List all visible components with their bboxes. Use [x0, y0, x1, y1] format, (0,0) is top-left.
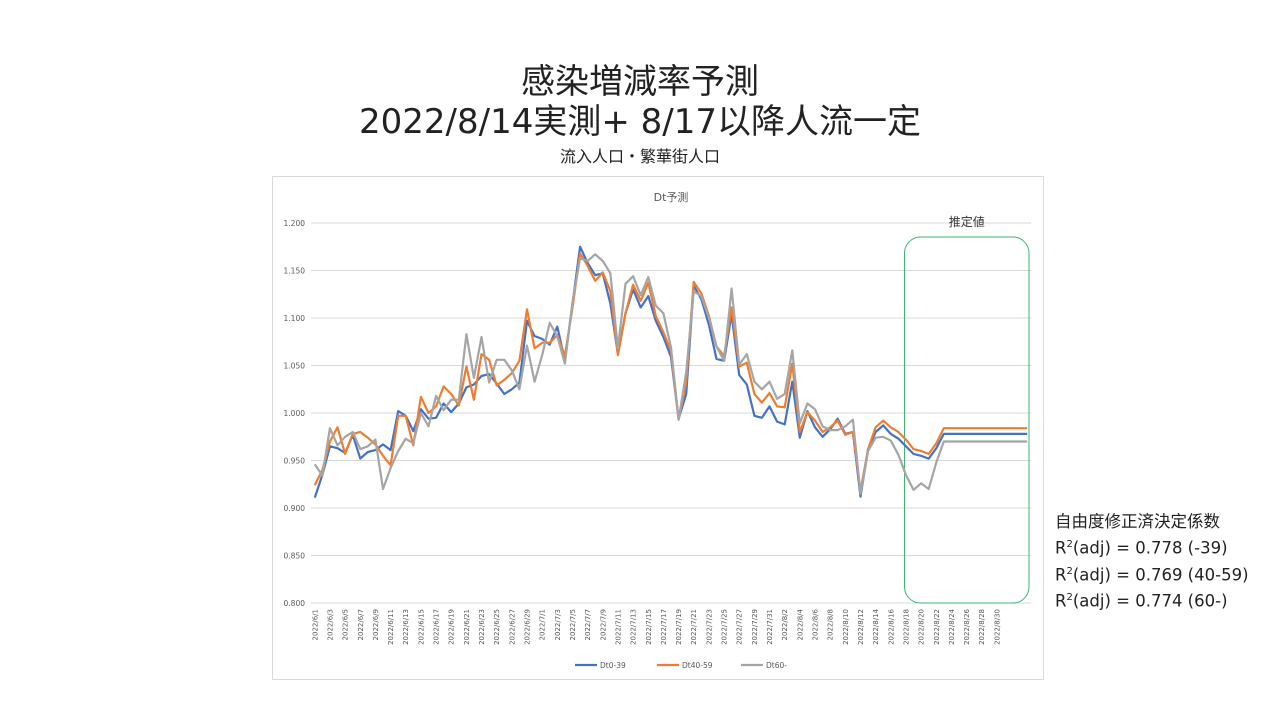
x-tick-label: 2022/6/23	[478, 609, 486, 645]
x-tick-label: 2022/7/23	[705, 609, 713, 645]
x-tick-label: 2022/6/13	[402, 609, 410, 645]
x-tick-label: 2022/7/15	[645, 609, 653, 645]
x-tick-label: 2022/7/1	[539, 609, 547, 640]
x-tick-label: 2022/8/4	[796, 608, 804, 640]
chart-title: Dt予測	[654, 190, 689, 204]
stat-line-1: R2(adj) = 0.778 (-39)	[1055, 538, 1228, 558]
x-tick-label: 2022/8/12	[857, 609, 865, 645]
x-tick-label: 2022/8/22	[933, 609, 941, 645]
x-tick-label: 2022/8/26	[963, 608, 971, 644]
x-tick-label: 2022/8/16	[887, 608, 895, 644]
x-tick-label: 2022/7/31	[766, 609, 774, 645]
y-tick-label: 0.950	[284, 457, 306, 466]
stat-line-2: R2(adj) = 0.769 (40-59)	[1055, 565, 1249, 584]
x-tick-label: 2022/6/29	[524, 609, 532, 645]
x-tick-label: 2022/8/28	[978, 609, 986, 645]
legend-label: Dt0-39	[600, 661, 626, 670]
stats-heading: 自由度修正済決定係数	[1055, 512, 1220, 531]
x-tick-label: 2022/6/9	[372, 609, 380, 640]
x-tick-label: 2022/6/11	[387, 609, 395, 645]
x-tick-label: 2022/8/6	[812, 608, 820, 640]
y-tick-label: 1.200	[284, 219, 306, 228]
y-tick-label: 0.800	[284, 599, 306, 608]
x-tick-label: 2022/8/14	[872, 608, 880, 644]
x-tick-label: 2022/6/15	[417, 609, 425, 645]
x-tick-label: 2022/6/17	[433, 609, 441, 645]
stat-line-3: R2(adj) = 0.774 (60-)	[1055, 591, 1228, 611]
estimate-region	[904, 236, 1030, 604]
x-tick-label: 2022/7/5	[569, 609, 577, 640]
x-tick-label: 2022/7/19	[675, 609, 683, 645]
x-tick-label: 2022/8/20	[918, 609, 926, 645]
x-tick-label: 2022/7/17	[660, 609, 668, 645]
x-tick-label: 2022/6/5	[342, 609, 350, 640]
page-title-line2: 2022/8/14実測+ 8/17以降人流一定	[359, 102, 921, 142]
x-tick-label: 2022/6/25	[493, 609, 501, 645]
y-tick-label: 0.850	[284, 552, 306, 561]
x-tick-label: 2022/6/27	[508, 609, 516, 645]
x-tick-label: 2022/8/30	[993, 609, 1001, 645]
y-tick-label: 1.100	[284, 314, 306, 323]
x-tick-label: 2022/8/18	[902, 609, 910, 645]
x-tick-label: 2022/8/10	[842, 609, 850, 645]
x-tick-label: 2022/7/7	[584, 609, 592, 640]
x-tick-label: 2022/6/3	[326, 609, 334, 640]
x-tick-label: 2022/7/11	[614, 609, 622, 645]
x-tick-label: 2022/8/8	[827, 609, 835, 640]
x-tick-label: 2022/7/25	[721, 609, 729, 645]
x-tick-label: 2022/8/2	[781, 609, 789, 640]
stats-panel: 自由度修正済決定係数 R2(adj) = 0.778 (-39) R2(adj)…	[1055, 510, 1249, 613]
x-tick-label: 2022/7/29	[751, 609, 759, 645]
series-line-Dt60-	[313, 253, 1028, 495]
x-tick-label: 2022/6/19	[448, 609, 456, 645]
x-tick-label: 2022/7/9	[599, 609, 607, 640]
y-tick-label: 1.150	[284, 267, 306, 276]
x-tick-label: 2022/7/21	[690, 609, 698, 645]
y-tick-label: 1.000	[284, 409, 306, 418]
line-chart: Dt予測 0.800 0.850 0.900 0.950 1.000 1.050 1.100 1…	[284, 190, 1031, 670]
estimate-label: 推定値	[949, 214, 985, 229]
legend-label: Dt60-	[766, 661, 787, 670]
x-tick-label: 2022/7/27	[736, 609, 744, 645]
x-tick-label: 2022/8/24	[948, 608, 956, 644]
legend-label: Dt40-59	[682, 661, 713, 670]
x-tick-label: 2022/7/3	[554, 609, 562, 640]
y-tick-label: 0.900	[284, 504, 306, 513]
series-line-Dt0-39	[313, 245, 1028, 498]
chart-area: Dt予測 0.800 0.850 0.900 0.950 1.000 1.050 1.100 1…	[272, 176, 1044, 680]
x-tick-label: 2022/6/21	[463, 609, 471, 645]
x-tick-label: 2022/6/7	[357, 609, 365, 640]
y-tick-label: 1.050	[284, 362, 306, 371]
x-tick-label: 2022/6/1	[311, 609, 319, 640]
page-subtitle: 流入人口・繁華街人口	[559, 147, 720, 166]
x-tick-label: 2022/7/13	[630, 609, 638, 645]
page-title: 感染増減率予測	[521, 62, 759, 102]
